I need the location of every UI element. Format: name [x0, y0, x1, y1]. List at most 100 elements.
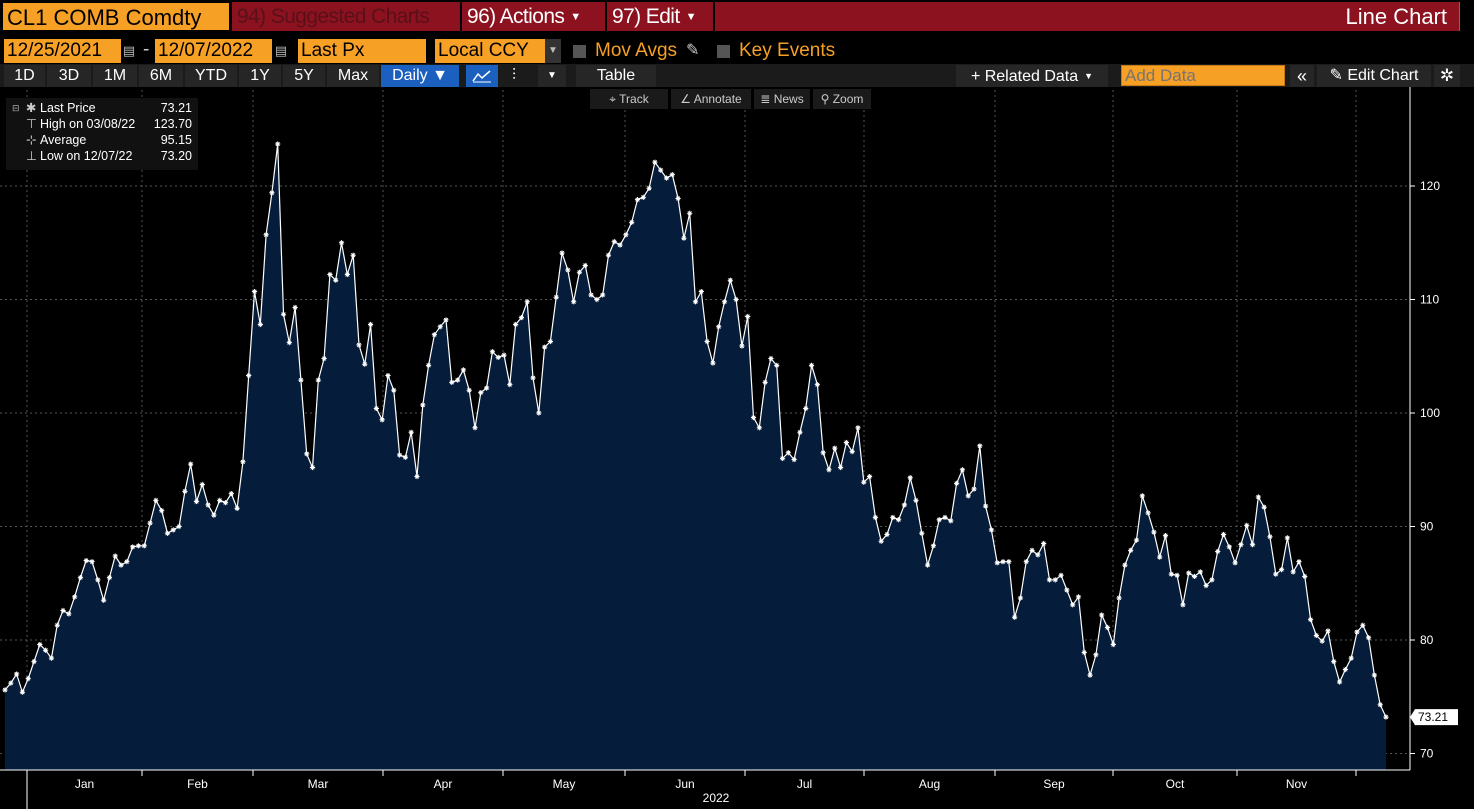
data-point	[582, 262, 588, 269]
data-point	[1232, 560, 1238, 566]
data-point	[1046, 577, 1053, 583]
key-events-checkbox[interactable]	[717, 45, 730, 58]
mov-avgs-checkbox[interactable]	[573, 45, 586, 58]
data-point	[1133, 537, 1140, 543]
table-button[interactable]: Table	[576, 65, 656, 87]
data-point	[1023, 559, 1029, 565]
range-1m-button[interactable]: 1M	[93, 65, 137, 87]
last-value-label: 73.21	[1418, 710, 1448, 724]
chart-style-dropdown-icon[interactable]: ▼	[538, 65, 566, 87]
legend-label: High on 03/08/22	[40, 117, 136, 131]
related-data-label: + Related Data	[970, 68, 1079, 85]
data-point	[762, 379, 768, 385]
data-point	[1284, 535, 1290, 541]
gear-icon[interactable]: ✲	[1434, 65, 1460, 87]
data-point	[257, 321, 263, 328]
actions-menu[interactable]: 96) Actions ▼	[462, 2, 605, 31]
data-point	[739, 343, 745, 349]
data-point	[849, 448, 855, 455]
bar-chart-icon[interactable]: ⫶	[500, 65, 528, 87]
range-1d-button[interactable]: 1D	[4, 65, 45, 87]
add-data-input[interactable]	[1121, 65, 1285, 86]
annotate-button[interactable]: ∠ Annotate	[671, 89, 751, 109]
data-point	[866, 473, 873, 480]
data-point	[872, 514, 878, 521]
pencil-icon[interactable]: ✎	[686, 42, 700, 59]
data-point	[251, 288, 258, 295]
calendar-icon[interactable]: ▤	[274, 43, 288, 58]
data-point	[385, 372, 391, 379]
mov-avgs-label[interactable]: Mov Avgs	[595, 40, 678, 61]
track-label: Track	[619, 92, 649, 106]
range-5y-button[interactable]: 5Y	[283, 65, 325, 87]
data-point	[640, 194, 646, 200]
range-ytd-button[interactable]: YTD	[185, 65, 237, 87]
key-events-label[interactable]: Key Events	[739, 40, 836, 61]
start-date-input[interactable]: 12/25/2021	[4, 39, 121, 63]
frequency-dropdown[interactable]: Daily ▼	[381, 65, 459, 87]
collapse-legend-icon[interactable]: ⊟	[12, 103, 20, 113]
related-data-button[interactable]: + Related Data ▼	[956, 65, 1108, 87]
data-point	[1186, 570, 1192, 576]
edit-chart-button[interactable]: ✎ Edit Chart	[1317, 65, 1431, 87]
data-point	[559, 250, 565, 256]
data-point	[1145, 510, 1151, 516]
data-point	[1035, 552, 1041, 558]
data-point	[518, 315, 525, 321]
data-point	[408, 429, 414, 435]
data-point	[83, 557, 89, 564]
data-point	[246, 372, 252, 379]
data-point	[338, 240, 345, 246]
news-button[interactable]: ≣ News	[754, 89, 810, 109]
data-point	[315, 377, 321, 383]
data-point	[1104, 624, 1111, 631]
data-point	[124, 559, 130, 565]
month-label: May	[553, 777, 576, 791]
currency-dropdown-icon[interactable]: ▼	[545, 39, 561, 63]
zoom-button[interactable]: ⚲ Zoom	[813, 89, 871, 109]
data-point	[478, 389, 484, 396]
range-3d-button[interactable]: 3D	[47, 65, 91, 87]
data-point	[1342, 666, 1348, 673]
data-point	[1139, 493, 1145, 499]
data-point	[1006, 559, 1012, 565]
actions-label: 96) Actions	[467, 5, 565, 28]
suggested-charts-button[interactable]: 94) Suggested Charts	[232, 2, 460, 31]
legend-label: Average	[40, 133, 87, 147]
data-point	[658, 167, 664, 173]
data-point	[176, 523, 182, 530]
data-point	[663, 175, 670, 181]
line-chart-icon[interactable]	[466, 65, 498, 87]
high-marker-icon: ⊤	[26, 117, 37, 131]
chart-type-label: Line Chart	[1345, 4, 1447, 29]
data-point	[135, 543, 142, 549]
data-point	[507, 382, 513, 388]
data-point	[222, 500, 229, 506]
data-point	[936, 517, 942, 523]
data-point	[1087, 672, 1093, 678]
data-point	[623, 232, 629, 238]
data-point	[692, 299, 699, 305]
range-max-button[interactable]: Max	[327, 65, 379, 87]
data-point	[1064, 587, 1070, 593]
data-point	[66, 611, 72, 617]
legend-item-last-price: ✱ Last Price 73.21	[6, 100, 192, 116]
range-1y-button[interactable]: 1Y	[239, 65, 281, 87]
month-label: Mar	[308, 777, 329, 791]
currency-select[interactable]: Local CCY	[435, 39, 545, 63]
ticker-field[interactable]: CL1 COMB Comdty	[2, 2, 230, 31]
collapse-icon[interactable]: «	[1290, 65, 1314, 87]
field-input[interactable]: Last Px	[298, 39, 426, 63]
data-point	[14, 671, 20, 677]
data-point	[309, 464, 316, 471]
data-point	[768, 355, 774, 362]
calendar-icon[interactable]: ▤	[122, 43, 136, 58]
end-date-input[interactable]: 12/07/2022	[155, 39, 272, 63]
data-point	[803, 405, 809, 412]
edit-menu[interactable]: 97) Edit ▼	[607, 2, 713, 31]
range-6m-button[interactable]: 6M	[139, 65, 183, 87]
track-button[interactable]: ⌖ Track	[590, 89, 668, 109]
data-point	[1122, 562, 1128, 568]
data-point	[919, 530, 925, 536]
